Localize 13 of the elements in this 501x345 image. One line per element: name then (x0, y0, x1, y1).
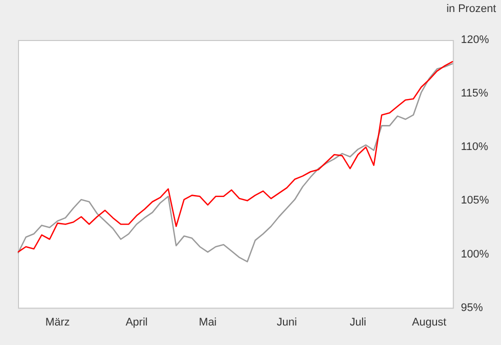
y-axis-title: in Prozent (446, 3, 496, 16)
x-tick-label: Mai (198, 316, 217, 328)
x-tick-label: Juli (350, 316, 366, 328)
x-tick-label: März (45, 316, 70, 328)
y-tick-label: 120% (460, 34, 490, 46)
y-tick-label: 115% (460, 88, 488, 100)
y-tick-label: 110% (460, 141, 488, 154)
x-tick-label: April (126, 316, 148, 328)
y-tick-label: 95% (460, 302, 484, 314)
y-tick-label: 105% (460, 194, 490, 207)
y-tick-label: 100% (460, 248, 490, 260)
x-tick-label: Juni (276, 316, 297, 328)
x-tick-label: August (412, 316, 446, 328)
